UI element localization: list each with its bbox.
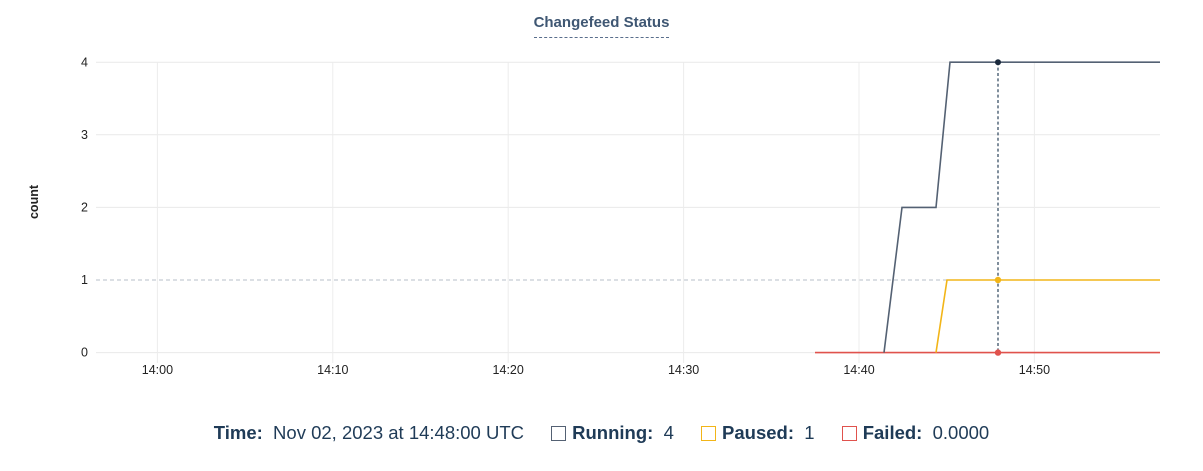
svg-text:14:30: 14:30	[668, 363, 699, 377]
svg-text:14:10: 14:10	[317, 363, 348, 377]
svg-text:2: 2	[81, 201, 88, 215]
svg-text:3: 3	[81, 128, 88, 142]
svg-text:14:20: 14:20	[493, 363, 524, 377]
svg-text:14:40: 14:40	[843, 363, 874, 377]
svg-text:14:00: 14:00	[142, 363, 173, 377]
svg-text:14:50: 14:50	[1019, 363, 1050, 377]
svg-text:1: 1	[81, 273, 88, 287]
svg-text:0: 0	[81, 346, 88, 360]
svg-text:4: 4	[81, 56, 88, 70]
